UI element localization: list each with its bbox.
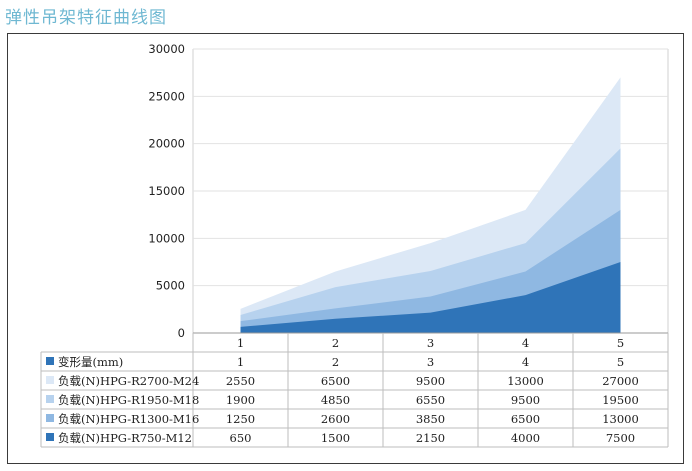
chart-container: 0 5000 10000 15000 20000 25000 30000 1 2 3 4 5 变形量(m…: [7, 33, 684, 464]
table-header-label: 变形量(mm): [58, 355, 123, 369]
table-cell: 6500: [321, 374, 350, 388]
page-title: 弹性吊架特征曲线图: [5, 8, 167, 28]
x-tick-label: 4: [522, 336, 529, 350]
y-tick-label: 25000: [148, 89, 185, 103]
table-header-cell: 1: [237, 355, 244, 369]
legend-key-series-2: [46, 395, 54, 403]
legend-key-series-4: [46, 433, 54, 441]
x-tick-label: 5: [617, 336, 624, 350]
table-cell: 4850: [321, 393, 350, 407]
table-cell: 6550: [416, 393, 445, 407]
table-cell: 3850: [416, 412, 445, 426]
table-cell: 1250: [226, 412, 255, 426]
legend-label-series-4: 负载(N)HPG-R750-M12: [58, 431, 192, 445]
table-cell: 9500: [511, 393, 540, 407]
table-cell: 2600: [321, 412, 350, 426]
x-tick-label: 1: [237, 336, 244, 350]
table-header-cell: 2: [332, 355, 339, 369]
table-header-cell: 4: [522, 355, 529, 369]
table-cell: 2150: [416, 431, 445, 445]
legend-key-series-3: [46, 414, 54, 422]
x-tick-label: 3: [427, 336, 434, 350]
table-cell: 19500: [602, 393, 639, 407]
table-cell: 650: [230, 431, 252, 445]
table-cell: 2550: [226, 374, 255, 388]
legend-label-series-3: 负载(N)HPG-R1300-M16: [58, 412, 199, 426]
table-cell: 4000: [511, 431, 540, 445]
y-tick-label: 20000: [148, 137, 185, 151]
table-cell: 13000: [602, 412, 639, 426]
y-tick-label: 10000: [148, 231, 185, 245]
area-series-4: [240, 262, 621, 333]
y-tick-label: 15000: [148, 184, 185, 198]
area-chart: 0 5000 10000 15000 20000 25000 30000 1 2 3 4 5 变形量(m…: [40, 42, 669, 448]
table-cell: 27000: [602, 374, 639, 388]
x-tick-label: 2: [332, 336, 339, 350]
table-cell: 9500: [416, 374, 445, 388]
table-cell: 7500: [606, 431, 635, 445]
table-header-key: [46, 357, 54, 365]
table-cell: 6500: [511, 412, 540, 426]
legend-label-series-2: 负载(N)HPG-R1950-M18: [58, 393, 199, 407]
legend-label-series-1: 负载(N)HPG-R2700-M24: [58, 374, 199, 388]
table-cell: 13000: [507, 374, 544, 388]
y-tick-label: 5000: [156, 279, 185, 293]
table-cell: 1900: [226, 393, 255, 407]
y-tick-label: 30000: [148, 42, 185, 56]
legend-key-series-1: [46, 376, 54, 384]
y-tick-label: 0: [178, 326, 185, 340]
table-header-cell: 5: [617, 355, 624, 369]
table-header-cell: 3: [427, 355, 434, 369]
table-cell: 1500: [321, 431, 350, 445]
